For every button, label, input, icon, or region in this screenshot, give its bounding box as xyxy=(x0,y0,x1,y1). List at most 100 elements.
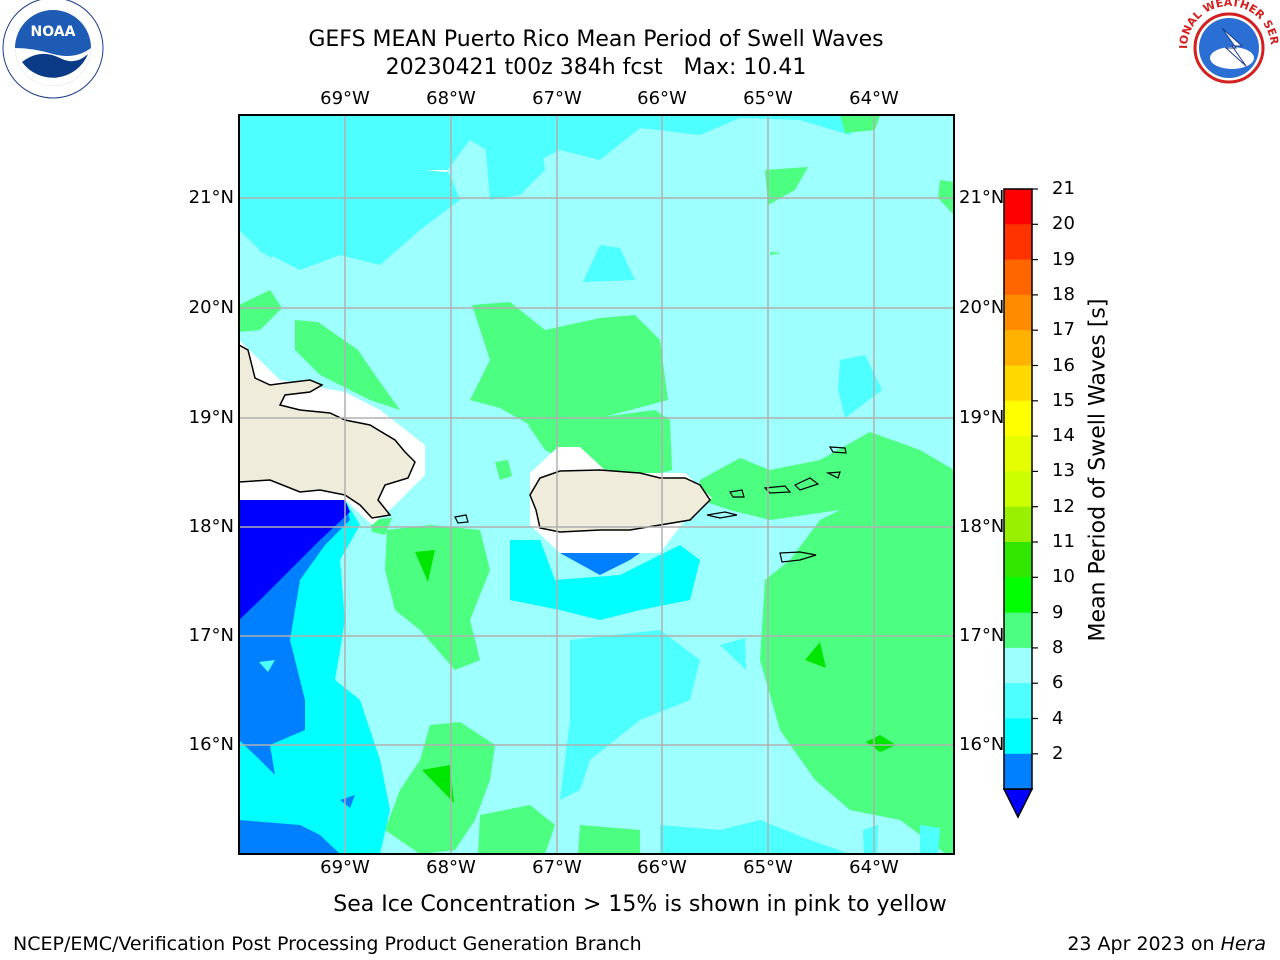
contour-8s xyxy=(239,120,460,270)
colorbar-swatch xyxy=(1004,400,1032,437)
lat-tick-right: 17°N xyxy=(959,625,1005,646)
colorbar-tick-label: 6 xyxy=(1052,672,1064,694)
puerto-rico-land xyxy=(529,469,711,533)
footer-right: 23 Apr 2023 on Hera xyxy=(1067,933,1266,955)
colorbar-swatch xyxy=(1004,294,1032,331)
contour-2s xyxy=(239,500,350,620)
lat-tick-left: 17°N xyxy=(188,625,234,646)
colorbar-swatch xyxy=(1004,612,1032,649)
contour-8s xyxy=(838,355,882,418)
contour-9s xyxy=(295,320,400,410)
colorbar-tick-label: 14 xyxy=(1052,425,1075,447)
colorbar-tick-label: 11 xyxy=(1052,531,1075,552)
lon-tick-bottom: 66°W xyxy=(637,857,687,878)
contour-9s xyxy=(528,410,672,480)
colorbar-tick-label: 15 xyxy=(1052,389,1075,411)
colorbar-swatch xyxy=(1004,577,1032,614)
contour-4s xyxy=(340,795,355,808)
lon-tick-bottom: 69°W xyxy=(320,857,370,878)
contour-9s xyxy=(578,825,640,854)
colorbar-tick-label: 18 xyxy=(1052,283,1075,305)
lat-tick-right: 21°N xyxy=(959,187,1005,208)
contour-8s xyxy=(560,630,700,800)
hispaniola-land xyxy=(239,344,416,519)
colorbar-swatch xyxy=(1004,365,1032,402)
colorbar-swatch xyxy=(1004,683,1032,719)
colorbar-swatch xyxy=(1004,224,1032,261)
lat-tick-right: 18°N xyxy=(959,516,1005,537)
lon-tick-top: 69°W xyxy=(320,88,370,109)
colorbar-tick-label: 20 xyxy=(1052,213,1075,235)
chart-title-line2: 20230421 t00z 384h fcst Max: 10.41 xyxy=(385,55,807,80)
map-area xyxy=(239,115,954,854)
contour-9s xyxy=(700,432,954,854)
contour-9s xyxy=(239,290,282,332)
colorbar-tick-label: 8 xyxy=(1052,636,1064,658)
colorbar-swatch xyxy=(1004,506,1032,543)
lat-tick-right: 20°N xyxy=(959,297,1005,318)
colorbar-tick-label: 4 xyxy=(1052,707,1064,729)
contour-10s xyxy=(805,642,826,668)
lon-tick-bottom: 68°W xyxy=(426,857,476,878)
lon-tick-top: 67°W xyxy=(532,88,582,109)
colorbar-swatch xyxy=(1004,753,1032,790)
colorbar-swatch xyxy=(1004,542,1032,578)
colorbar-tick-label: 9 xyxy=(1052,601,1064,623)
contour-10s xyxy=(415,550,435,582)
contour-8s xyxy=(583,245,635,282)
footer-left: NCEP/EMC/Verification Post Processing Pr… xyxy=(13,933,642,955)
graticule xyxy=(239,115,954,854)
colorbar-swatch xyxy=(1004,330,1032,366)
lat-tick-right: 16°N xyxy=(959,734,1005,755)
lon-tick-top: 68°W xyxy=(426,88,476,109)
colorbar-tick-label: 2 xyxy=(1052,742,1064,764)
lat-tick-left: 16°N xyxy=(188,734,234,755)
lat-tick-left: 21°N xyxy=(188,187,234,208)
nws-logo: NATIONAL WEATHER SERVICE xyxy=(0,0,1280,96)
colorbar xyxy=(1002,188,1038,819)
noaa-logo: NOAA xyxy=(2,0,104,99)
lat-tick-left: 20°N xyxy=(188,297,234,318)
lon-tick-bottom: 67°W xyxy=(532,857,582,878)
contour-8s xyxy=(863,825,878,854)
contour-9s xyxy=(495,460,512,480)
colorbar-tick-label: 17 xyxy=(1052,319,1075,341)
footer-machine: Hera xyxy=(1220,933,1266,955)
contour-9s xyxy=(470,302,668,430)
colorbar-extend-triangle xyxy=(1002,788,1034,819)
colorbar-tick-label: 21 xyxy=(1052,178,1075,199)
map-frame xyxy=(238,114,955,855)
lat-tick-right: 19°N xyxy=(959,407,1005,428)
colorbar-label: Mean Period of Swell Waves [s] xyxy=(1085,298,1111,642)
contour-8s xyxy=(660,820,850,854)
colorbar-frame xyxy=(1003,188,1033,790)
colorbar-swatch xyxy=(1004,436,1032,472)
nws-logo-text: NATIONAL WEATHER SERVICE xyxy=(0,0,1280,49)
colorbar-tick-label: 10 xyxy=(1052,566,1075,588)
colorbar-tick-label: 13 xyxy=(1052,460,1075,482)
contour-8s xyxy=(258,245,272,258)
lon-tick-top: 66°W xyxy=(637,88,687,109)
contour-9s xyxy=(765,167,808,205)
lon-tick-top: 65°W xyxy=(743,88,793,109)
contour-8s xyxy=(720,638,746,670)
contour-8s xyxy=(259,660,275,672)
contour-8s xyxy=(920,825,940,854)
lon-tick-bottom: 65°W xyxy=(743,857,793,878)
contour-4s xyxy=(239,820,340,854)
lat-tick-left: 19°N xyxy=(188,407,234,428)
contour-8s xyxy=(485,135,545,200)
lon-tick-bottom: 64°W xyxy=(849,857,899,878)
map-caption: Sea Ice Concentration > 15% is shown in … xyxy=(333,892,947,917)
colorbar-tick-label: 19 xyxy=(1052,248,1075,270)
lat-tick-left: 18°N xyxy=(188,516,234,537)
colorbar-swatch xyxy=(1004,189,1032,225)
colorbar-swatch xyxy=(1004,718,1032,755)
footer-date: 23 Apr 2023 on xyxy=(1067,933,1215,955)
contour-10s xyxy=(422,765,454,803)
chart-title-line1: GEFS MEAN Puerto Rico Mean Period of Swe… xyxy=(308,27,884,52)
svg-text:NOAA: NOAA xyxy=(31,24,76,40)
colorbar-swatch xyxy=(1004,259,1032,296)
colorbar-tick-label: 12 xyxy=(1052,495,1075,517)
